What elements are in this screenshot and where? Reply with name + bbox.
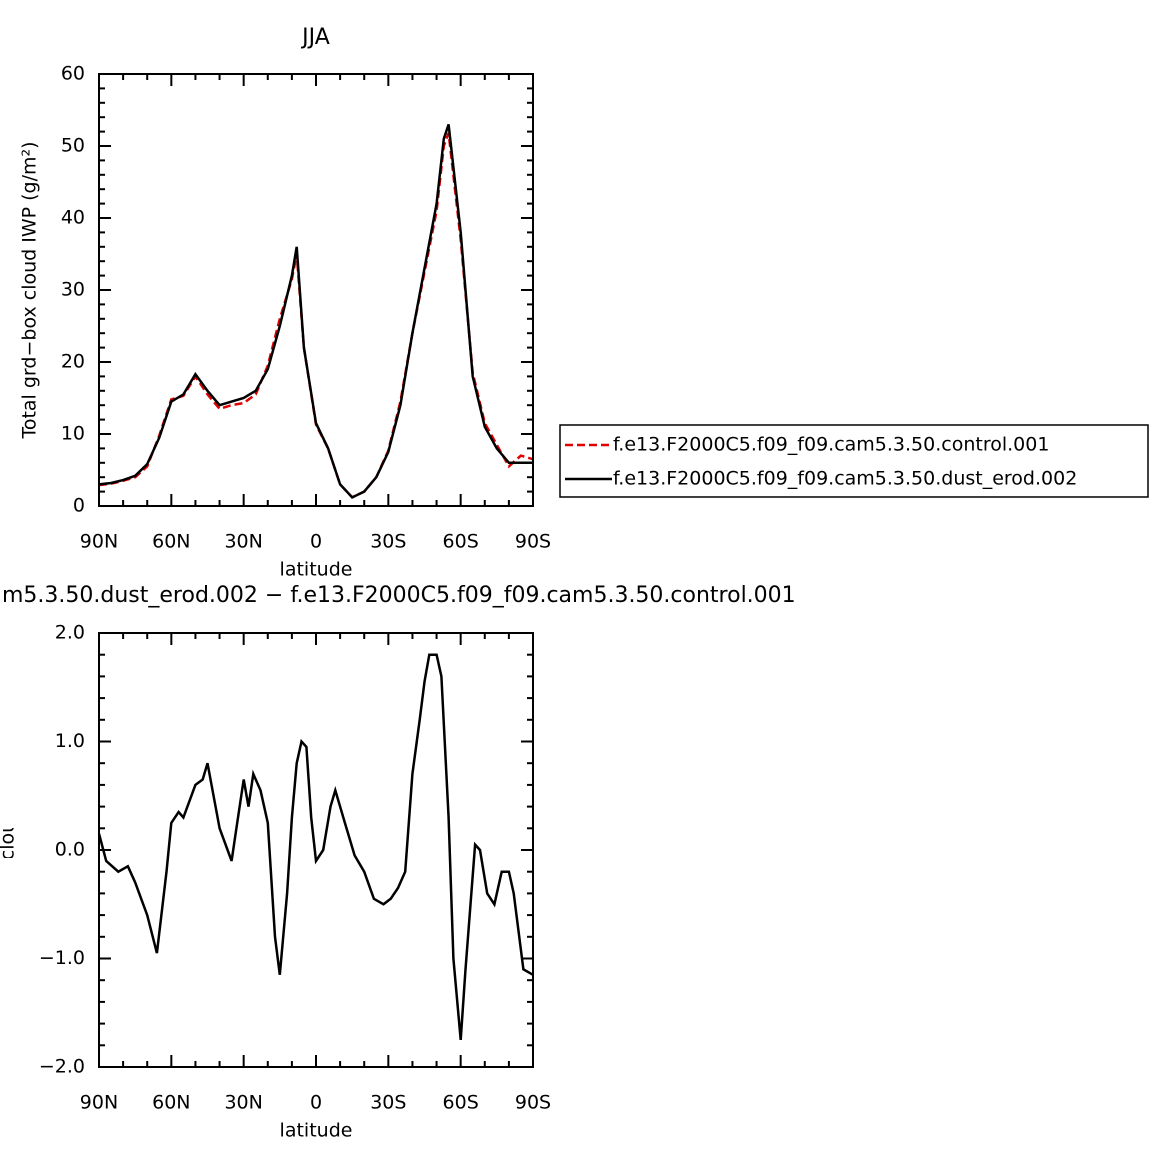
y-tick-label: 0 [73,495,85,517]
x-tick-label: 30N [224,1092,262,1114]
legend-label: f.e13.F2000C5.f09_f09.cam5.3.50.control.… [613,434,1049,456]
y-tick-label: 0.0 [55,839,85,861]
x-axis-label: latitude [280,559,353,581]
chart-title: JJA [300,25,330,50]
plot-frame [98,73,534,507]
legend-label: f.e13.F2000C5.f09_f09.cam5.3.50.dust_ero… [613,468,1077,490]
plot-frame [98,632,534,1068]
x-tick-label: 90S [515,1092,551,1114]
x-tick-label: 60S [443,1092,479,1114]
x-tick-label: 90S [515,531,551,553]
series-line [97,653,534,1041]
x-tick-label: 30S [370,531,406,553]
x-axis-label: latitude [280,1120,353,1142]
y-tick-label: 30 [61,279,85,301]
chart-title: m5.3.50.dust_erod.002 − f.e13.F2000C5.f0… [2,583,796,608]
x-tick-label: 0 [310,1092,322,1114]
y-tick-label: 60 [61,63,85,85]
x-tick-label: 90N [80,531,118,553]
series-line [98,124,533,499]
y-axis-label: Total grd−box cloud IWP (g/m²) [0,701,19,999]
x-tick-label: 0 [310,531,322,553]
y-tick-label: 20 [61,351,85,373]
x-tick-label: 60S [443,531,479,553]
x-tick-label: 60N [152,1092,190,1114]
x-tick-label: 30S [370,1092,406,1114]
y-tick-label: 10 [61,423,85,445]
y-tick-label: 40 [61,207,85,229]
y-tick-label: 50 [61,135,85,157]
x-tick-label: 60N [152,531,190,553]
y-tick-label: 2.0 [55,622,85,644]
y-tick-label: −2.0 [39,1056,85,1078]
y-axis-label: Total grd−box cloud IWP (g/m²) [19,141,41,439]
y-tick-label: −1.0 [39,947,85,969]
legend-box [559,424,1149,498]
x-tick-label: 90N [80,1092,118,1114]
y-tick-label: 1.0 [55,730,85,752]
x-tick-label: 30N [224,531,262,553]
